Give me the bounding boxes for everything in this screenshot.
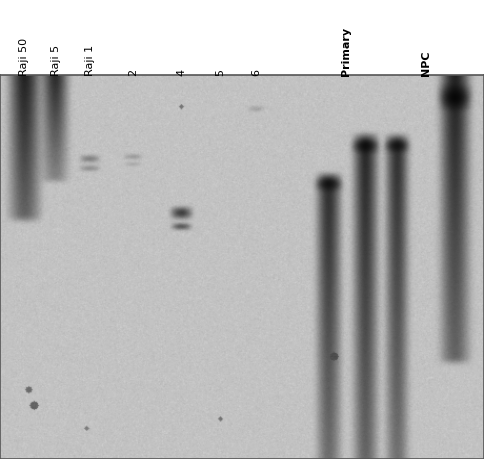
Text: 2: 2 [128, 69, 138, 76]
Text: Raji 5: Raji 5 [51, 45, 60, 76]
Text: 5: 5 [215, 69, 225, 76]
Text: Primary: Primary [341, 27, 351, 76]
Text: Raji 1: Raji 1 [85, 45, 94, 76]
Text: 4: 4 [177, 69, 186, 76]
Text: NPC: NPC [421, 51, 431, 76]
Text: Raji 50: Raji 50 [19, 38, 29, 76]
Text: 6: 6 [252, 69, 261, 76]
